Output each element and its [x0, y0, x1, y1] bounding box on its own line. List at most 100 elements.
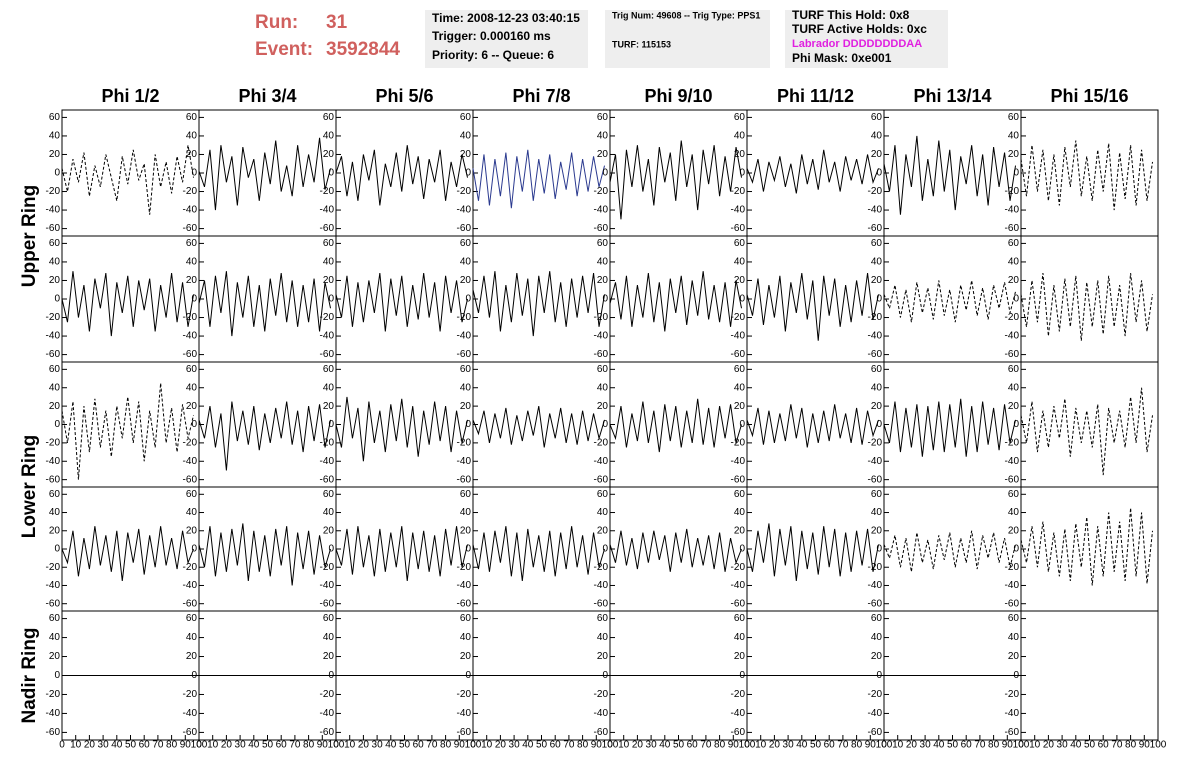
y-tick-label: -40 — [868, 456, 883, 467]
y-tick-label: -60 — [731, 223, 746, 234]
y-tick-label: -20 — [731, 186, 746, 197]
y-tick-label: 0 — [876, 294, 882, 305]
y-tick-label: 20 — [49, 401, 61, 412]
y-tick-label: 0 — [328, 544, 334, 555]
x-tick-label: 70 — [152, 740, 164, 751]
waveform — [746, 404, 879, 448]
y-tick-label: -40 — [1005, 205, 1020, 216]
y-tick-label: -40 — [320, 331, 335, 342]
y-tick-label: -20 — [457, 562, 472, 573]
y-tick-label: 60 — [734, 238, 746, 249]
x-tick-label: 0 — [333, 740, 339, 751]
x-tick-label: 70 — [426, 740, 438, 751]
y-tick-label: 0 — [465, 168, 471, 179]
y-tick-label: 20 — [460, 651, 472, 662]
y-tick-label: 60 — [323, 364, 335, 375]
y-tick-label: 40 — [597, 632, 609, 643]
y-tick-label: 20 — [734, 149, 746, 160]
y-tick-label: 0 — [602, 294, 608, 305]
y-tick-label: -20 — [731, 438, 746, 449]
y-tick-label: -20 — [594, 562, 609, 573]
y-tick-label: -60 — [46, 223, 61, 234]
y-tick-label: 0 — [739, 168, 745, 179]
y-tick-label: 40 — [460, 632, 472, 643]
y-tick-label: 0 — [876, 670, 882, 681]
y-tick-label: 40 — [597, 507, 609, 518]
row-label: Nadir Ring — [19, 627, 40, 723]
y-tick-label: 60 — [323, 613, 335, 624]
y-tick-label: 60 — [49, 489, 61, 500]
y-tick-label: -20 — [46, 689, 61, 700]
x-tick-label: 20 — [632, 740, 644, 751]
x-tick-label: 0 — [881, 740, 887, 751]
x-tick-label: 10 — [618, 740, 630, 751]
y-tick-label: 40 — [323, 257, 335, 268]
info-box — [785, 10, 948, 68]
y-tick-label: -40 — [1005, 580, 1020, 591]
y-tick-label: 0 — [54, 670, 60, 681]
y-tick-label: 20 — [460, 149, 472, 160]
y-tick-label: 40 — [460, 257, 472, 268]
y-tick-label: 40 — [186, 507, 198, 518]
y-tick-label: 60 — [186, 112, 198, 123]
y-tick-label: 60 — [734, 489, 746, 500]
y-tick-label: 0 — [328, 168, 334, 179]
y-tick-label: 40 — [871, 632, 883, 643]
y-tick-label: 40 — [186, 257, 198, 268]
x-tick-label: 20 — [1043, 740, 1055, 751]
y-tick-label: -40 — [46, 580, 61, 591]
y-tick-label: 0 — [191, 168, 197, 179]
y-tick-label: -20 — [46, 186, 61, 197]
y-tick-label: -60 — [183, 727, 198, 738]
x-tick-label: 30 — [783, 740, 795, 751]
column-title: Phi 3/4 — [238, 86, 296, 106]
panel-frame — [746, 235, 885, 363]
y-tick-label: -60 — [594, 349, 609, 360]
column-title: Phi 5/6 — [375, 86, 433, 106]
run-number: 31 — [326, 12, 348, 33]
event-label: Event: — [255, 39, 313, 60]
x-tick-label: 80 — [851, 740, 863, 751]
y-tick-label: -40 — [868, 580, 883, 591]
x-tick-label: 80 — [714, 740, 726, 751]
y-tick-label: -20 — [320, 438, 335, 449]
y-tick-label: -60 — [320, 598, 335, 609]
y-tick-label: 60 — [460, 238, 472, 249]
x-tick-label: 0 — [744, 740, 750, 751]
y-tick-label: -40 — [594, 205, 609, 216]
y-tick-label: 0 — [602, 670, 608, 681]
y-tick-label: 20 — [871, 525, 883, 536]
x-tick-label: 20 — [358, 740, 370, 751]
waveform — [1020, 273, 1154, 341]
y-tick-label: -60 — [731, 349, 746, 360]
y-tick-label: -20 — [594, 186, 609, 197]
x-tick-label: 0 — [59, 740, 65, 751]
y-tick-label: 60 — [1008, 238, 1020, 249]
y-tick-label: -60 — [868, 349, 883, 360]
y-tick-label: -60 — [183, 474, 198, 485]
turf-hold: TURF This Hold: 0x8 — [792, 8, 910, 22]
y-tick-label: -20 — [868, 562, 883, 573]
y-tick-label: 20 — [460, 275, 472, 286]
x-tick-label: 80 — [303, 740, 315, 751]
y-tick-label: 0 — [739, 670, 745, 681]
y-tick-label: 20 — [1008, 401, 1020, 412]
waveform — [746, 272, 880, 341]
x-tick-label: 20 — [906, 740, 918, 751]
x-tick-label: 40 — [522, 740, 534, 751]
y-tick-label: 60 — [871, 238, 883, 249]
x-tick-label: 100 — [739, 740, 756, 751]
y-tick-label: 40 — [597, 131, 609, 142]
x-tick-label: 80 — [166, 740, 178, 751]
y-tick-label: -60 — [594, 598, 609, 609]
x-tick-label: 100 — [602, 740, 619, 751]
y-tick-label: 20 — [1008, 651, 1020, 662]
y-tick-label: 20 — [460, 401, 472, 412]
waveform — [198, 401, 332, 471]
y-tick-label: -20 — [1005, 562, 1020, 573]
y-tick-label: -60 — [594, 474, 609, 485]
y-tick-label: -20 — [457, 689, 472, 700]
x-tick-label: 100 — [328, 740, 345, 751]
y-tick-label: 20 — [186, 401, 198, 412]
